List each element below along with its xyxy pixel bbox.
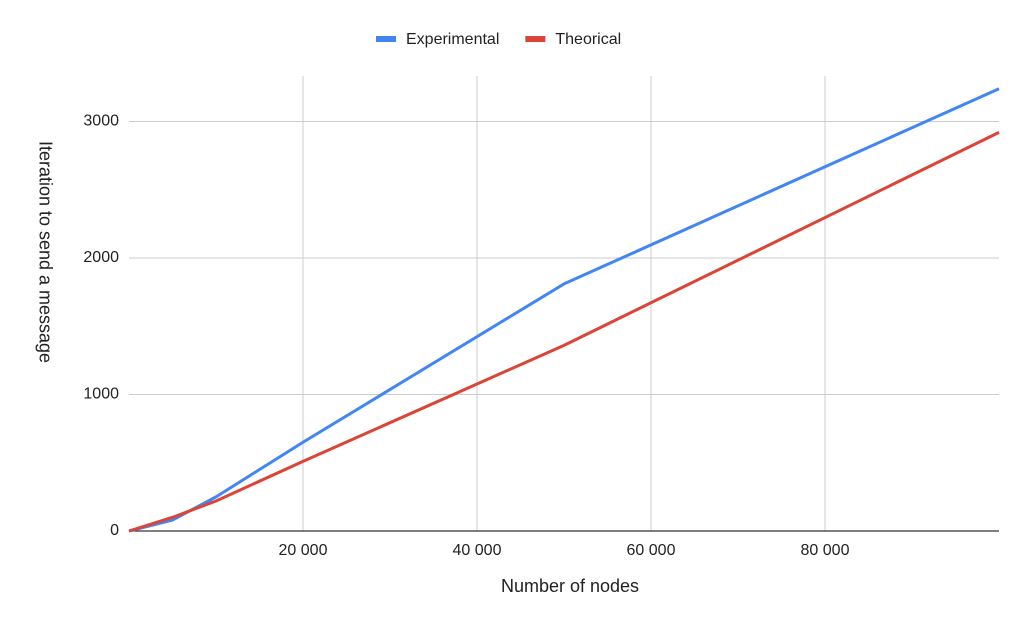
legend: Experimental Theorical bbox=[376, 31, 621, 48]
x-tick-label: 20 000 bbox=[279, 542, 328, 559]
legend-swatch bbox=[525, 36, 546, 42]
x-tick-label: 80 000 bbox=[801, 542, 850, 559]
y-tick-label: 2000 bbox=[83, 249, 119, 266]
x-tick-label: 60 000 bbox=[627, 542, 676, 559]
legend-swatch bbox=[376, 36, 396, 42]
y-tick-label: 1000 bbox=[83, 386, 119, 403]
y-tick-label: 0 bbox=[110, 522, 119, 539]
x-axis-title: Number of nodes bbox=[501, 576, 639, 596]
x-tick-label: 40 000 bbox=[453, 542, 502, 559]
data-line bbox=[128, 131, 1000, 533]
legend-label: Theorical bbox=[555, 31, 621, 48]
data-line bbox=[128, 87, 1000, 533]
y-tick-label: 3000 bbox=[83, 113, 119, 130]
legend-label: Experimental bbox=[406, 31, 499, 48]
y-axis-title: Iteration to send a message bbox=[35, 141, 55, 363]
